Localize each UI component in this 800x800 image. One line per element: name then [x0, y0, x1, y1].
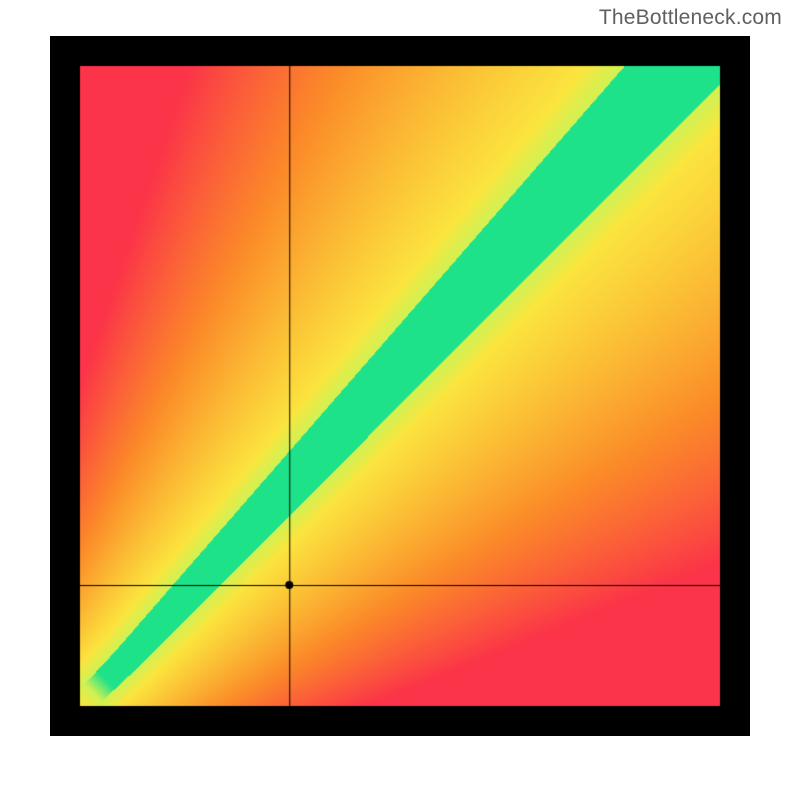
- plot-frame: [50, 36, 750, 736]
- watermark-text: TheBottleneck.com: [599, 6, 782, 30]
- chart-container: TheBottleneck.com: [0, 0, 800, 800]
- heatmap-canvas: [50, 36, 750, 736]
